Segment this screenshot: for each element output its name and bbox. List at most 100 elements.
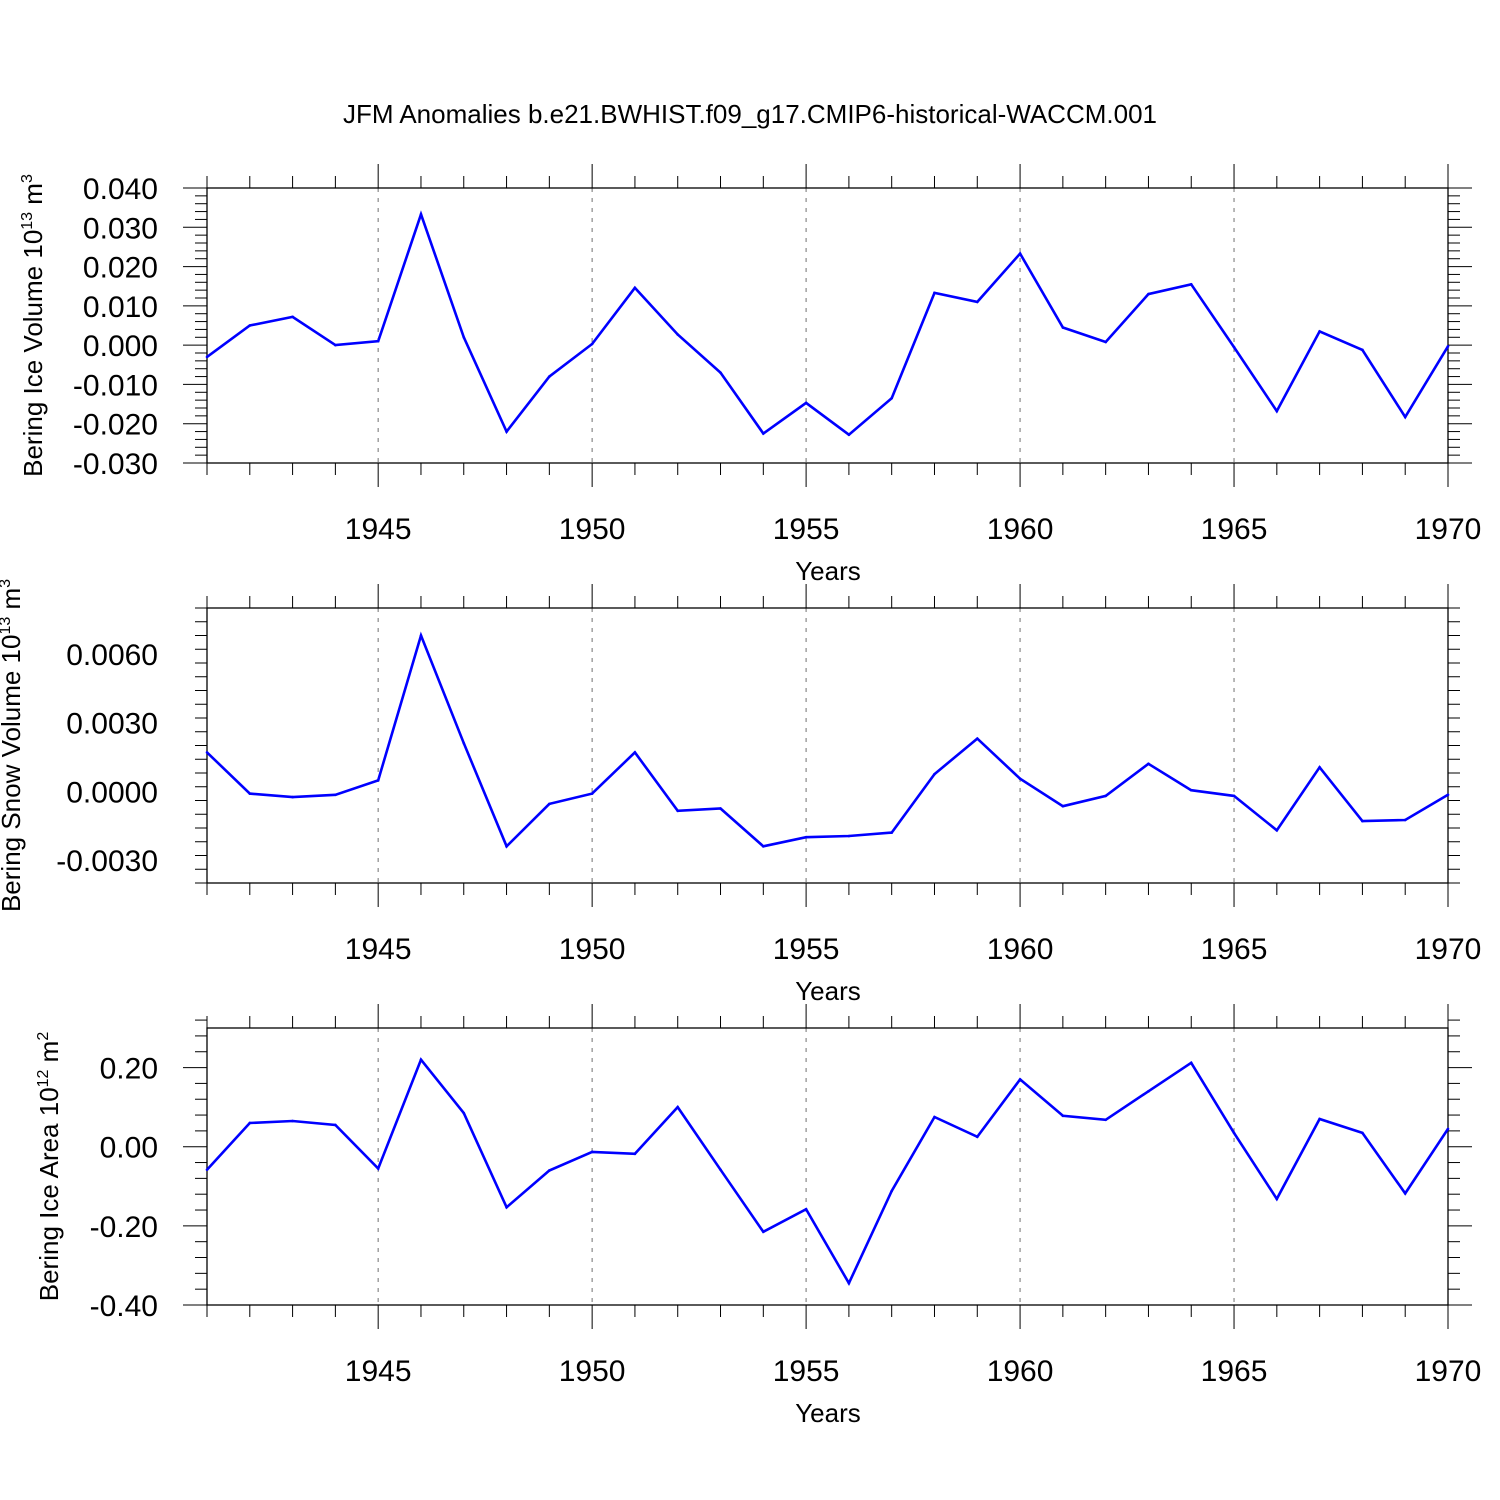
- data-point: [1232, 794, 1236, 798]
- x-tick-label: 1960: [987, 1355, 1054, 1388]
- series-line: [206, 1057, 1450, 1287]
- data-point: [248, 792, 252, 795]
- y-tick-label: -0.40: [90, 1290, 158, 1323]
- series-line: [206, 210, 1450, 437]
- data-point: [933, 1115, 936, 1119]
- y-tick-label: -0.0030: [56, 845, 158, 878]
- data-point: [334, 793, 337, 797]
- data-point: [1018, 777, 1022, 781]
- data-point: [334, 343, 337, 347]
- data-point: [633, 751, 637, 754]
- y-tick-label: 0.0030: [66, 708, 158, 741]
- data-point: [1189, 282, 1193, 286]
- data-point: [1232, 1131, 1236, 1135]
- data-point: [462, 1111, 466, 1115]
- data-point: [1318, 1117, 1321, 1121]
- data-point: [975, 737, 979, 740]
- data-point: [1189, 788, 1193, 792]
- y-axis-label-ylabel-unit: m: [18, 183, 48, 212]
- data-point: [1446, 793, 1450, 797]
- data-point: [676, 809, 680, 813]
- data-point: [762, 1230, 765, 1234]
- data-point: [1018, 252, 1022, 255]
- data-point: [376, 1167, 380, 1170]
- chart-title: JFM Anomalies b.e21.BWHIST.f09_g17.CMIP6…: [343, 99, 1157, 129]
- x-tick-label: 1945: [345, 513, 412, 546]
- data-point: [1061, 326, 1065, 329]
- y-tick-label: -0.030: [73, 448, 158, 481]
- y-axis-label: Bering Ice Area 1012 m2: [34, 1032, 64, 1302]
- data-point: [804, 1207, 808, 1211]
- data-point: [1446, 1127, 1450, 1131]
- y-tick-label: 0.040: [83, 173, 158, 206]
- data-point: [1061, 804, 1065, 808]
- data-point: [590, 342, 594, 346]
- y-axis-label-ylabel-exp: 12: [35, 1069, 52, 1087]
- x-axis-label: Years: [795, 976, 861, 1006]
- data-point: [847, 1281, 851, 1285]
- y-tick-label: 0.010: [83, 291, 158, 324]
- data-point: [1147, 1090, 1150, 1093]
- y-axis-label-ylabel-unit-exp: 3: [0, 579, 14, 588]
- x-tick-label: 1970: [1415, 1355, 1482, 1388]
- data-point: [248, 324, 252, 327]
- data-point: [1361, 348, 1364, 352]
- y-tick-label: -0.20: [90, 1211, 158, 1244]
- data-point: [548, 1169, 551, 1172]
- y-axis-label: Bering Snow Volume 1013 m3: [0, 579, 26, 912]
- plot-frame: [206, 187, 1449, 464]
- data-point: [376, 779, 380, 782]
- series-line: [206, 631, 1449, 849]
- y-axis-label: Bering Ice Volume 1013 m3: [18, 174, 48, 477]
- data-point: [548, 802, 551, 806]
- data-point: [505, 430, 508, 433]
- data-point: [847, 834, 851, 838]
- data-point: [505, 1205, 508, 1209]
- y-axis-label-ylabel-unit-exp: 3: [19, 174, 36, 183]
- data-point: [1189, 1061, 1193, 1065]
- data-point: [762, 432, 765, 435]
- x-tick-label: 1960: [987, 933, 1054, 966]
- x-axis-label: Years: [795, 1398, 861, 1428]
- data-point: [1403, 1192, 1407, 1195]
- data-point: [1361, 1131, 1364, 1135]
- data-point: [291, 795, 294, 799]
- y-axis-label-ylabel-exp: 13: [19, 212, 36, 230]
- y-tick-label: 0.000: [83, 330, 158, 363]
- data-point: [590, 792, 594, 795]
- x-tick-label: 1970: [1415, 513, 1482, 546]
- x-axis-label: Years: [795, 556, 861, 586]
- data-point: [719, 1168, 722, 1171]
- data-point: [462, 335, 466, 339]
- y-axis-label-ylabel-unit-exp: 2: [35, 1032, 52, 1041]
- data-point: [334, 1123, 337, 1127]
- data-point: [1403, 415, 1407, 419]
- data-point: [1104, 1118, 1107, 1122]
- x-tick-label: 1960: [987, 513, 1054, 546]
- x-tick-label: 1950: [559, 1355, 626, 1388]
- data-point: [1446, 345, 1450, 348]
- data-point: [933, 291, 936, 295]
- data-point: [376, 339, 380, 343]
- panel-1: -0.030 -0.020 -0.010 0.000 0.010 0.020 0.030 0.…: [18, 164, 1481, 586]
- data-point: [847, 433, 851, 437]
- y-axis-label-ylabel-unit: m: [0, 588, 26, 617]
- data-point: [975, 1135, 979, 1139]
- data-point: [505, 845, 508, 848]
- data-point: [1275, 828, 1279, 832]
- data-point: [1318, 765, 1321, 769]
- y-tick-label: 0.020: [83, 252, 158, 285]
- y-tick-label: -0.020: [73, 409, 158, 442]
- data-point: [1318, 330, 1321, 333]
- y-tick-label: 0.0060: [66, 639, 158, 672]
- data-point: [804, 401, 808, 405]
- data-point: [205, 355, 209, 359]
- data-point: [890, 396, 893, 400]
- data-point: [975, 300, 979, 304]
- x-tick-label: 1945: [345, 933, 412, 966]
- data-point: [1104, 340, 1107, 344]
- data-point: [890, 831, 893, 834]
- y-axis-label-ylabel-unit: m: [34, 1041, 64, 1070]
- data-point: [762, 845, 765, 848]
